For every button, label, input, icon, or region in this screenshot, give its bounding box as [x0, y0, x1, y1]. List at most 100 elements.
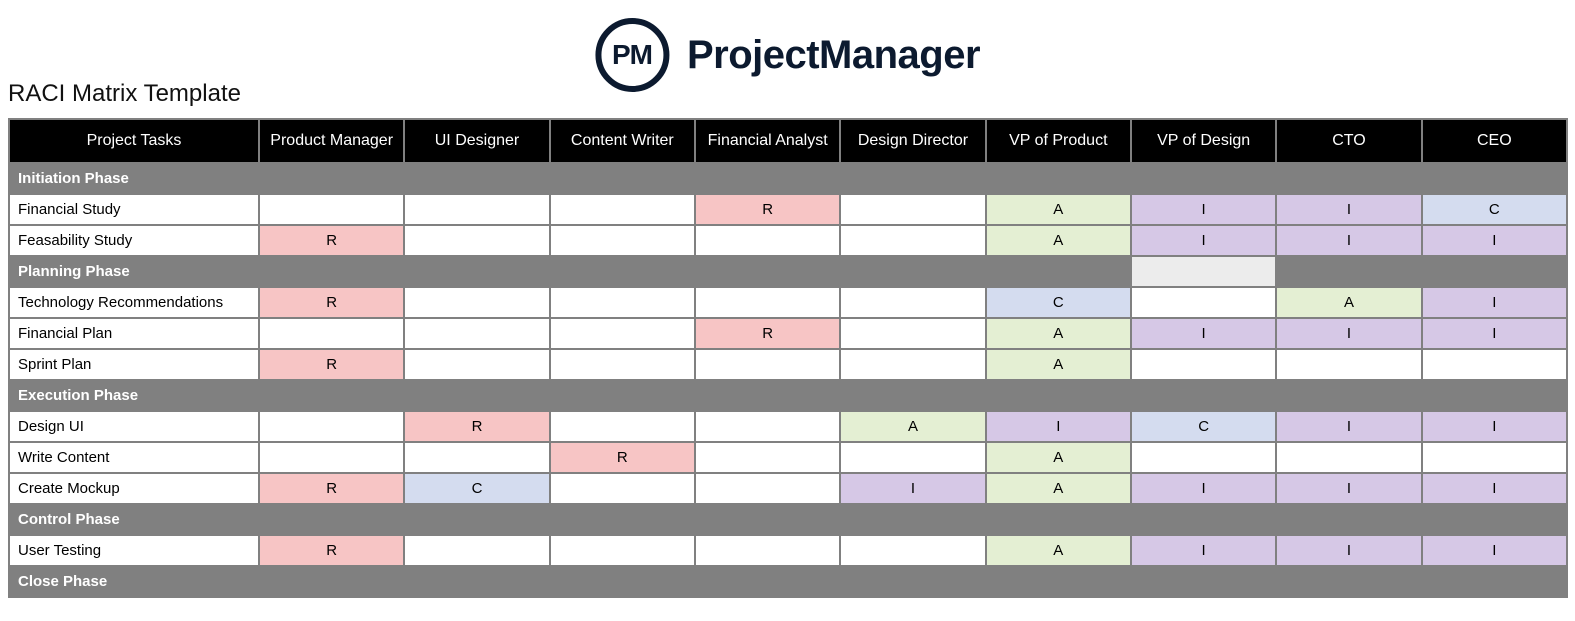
phase-empty-cell: [1276, 163, 1421, 194]
phase-label: Planning Phase: [9, 256, 259, 287]
raci-cell: [1422, 442, 1567, 473]
phase-empty-cell: [695, 566, 840, 597]
phase-empty-cell: [404, 566, 549, 597]
task-label: User Testing: [9, 535, 259, 566]
raci-cell: I: [1422, 411, 1567, 442]
phase-empty-cell: [550, 380, 695, 411]
phase-empty-cell: [1131, 163, 1276, 194]
task-label: Feasability Study: [9, 225, 259, 256]
raci-cell: [550, 349, 695, 380]
raci-cell: [550, 411, 695, 442]
col-header-role: VP of Product: [986, 119, 1131, 163]
raci-cell: I: [840, 473, 985, 504]
task-row: Technology RecommendationsRCAI: [9, 287, 1567, 318]
raci-cell: C: [986, 287, 1131, 318]
task-row: Write ContentRA: [9, 442, 1567, 473]
task-row: Financial StudyRAIIC: [9, 194, 1567, 225]
page-title: RACI Matrix Template: [8, 80, 241, 108]
raci-cell: [259, 318, 404, 349]
phase-label: Close Phase: [9, 566, 259, 597]
raci-cell: R: [259, 225, 404, 256]
raci-cell: I: [1276, 535, 1421, 566]
task-label: Technology Recommendations: [9, 287, 259, 318]
task-row: Create MockupRCIAIII: [9, 473, 1567, 504]
logo-badge-icon: PM: [595, 18, 669, 92]
raci-cell: [840, 318, 985, 349]
phase-empty-cell: [840, 504, 985, 535]
raci-cell: I: [1276, 411, 1421, 442]
raci-cell: R: [259, 287, 404, 318]
phase-empty-cell: [404, 163, 549, 194]
phase-empty-cell: [550, 256, 695, 287]
raci-cell: I: [1422, 318, 1567, 349]
brand-logo: PM ProjectManager: [595, 18, 980, 92]
raci-cell: R: [695, 318, 840, 349]
raci-cell: R: [695, 194, 840, 225]
phase-empty-cell: [259, 163, 404, 194]
raci-cell: [695, 225, 840, 256]
raci-cell: [550, 318, 695, 349]
logo-text: ProjectManager: [687, 33, 980, 78]
phase-empty-cell: [695, 163, 840, 194]
raci-cell: [404, 194, 549, 225]
raci-cell: I: [1276, 318, 1421, 349]
raci-cell: I: [1422, 225, 1567, 256]
phase-empty-cell: [695, 256, 840, 287]
raci-cell: [840, 349, 985, 380]
task-label: Financial Study: [9, 194, 259, 225]
raci-cell: C: [1422, 194, 1567, 225]
raci-cell: A: [986, 318, 1131, 349]
raci-cell: [550, 225, 695, 256]
raci-cell: [695, 411, 840, 442]
phase-empty-cell: [1131, 504, 1276, 535]
raci-cell: I: [1131, 225, 1276, 256]
phase-row: Control Phase: [9, 504, 1567, 535]
col-header-tasks: Project Tasks: [9, 119, 259, 163]
raci-cell: A: [986, 194, 1131, 225]
phase-empty-cell: [840, 163, 985, 194]
raci-cell: [695, 535, 840, 566]
phase-empty-cell: [1131, 256, 1276, 287]
raci-cell: I: [1276, 225, 1421, 256]
raci-cell: A: [986, 473, 1131, 504]
phase-empty-cell: [986, 163, 1131, 194]
raci-table: Project TasksProduct ManagerUI DesignerC…: [8, 118, 1568, 598]
phase-empty-cell: [840, 256, 985, 287]
phase-empty-cell: [695, 504, 840, 535]
phase-empty-cell: [259, 256, 404, 287]
raci-cell: [259, 194, 404, 225]
phase-empty-cell: [550, 566, 695, 597]
raci-table-head: Project TasksProduct ManagerUI DesignerC…: [9, 119, 1567, 163]
task-label: Sprint Plan: [9, 349, 259, 380]
raci-cell: I: [1422, 473, 1567, 504]
phase-empty-cell: [1422, 504, 1567, 535]
col-header-role: Financial Analyst: [695, 119, 840, 163]
raci-cell: I: [1276, 473, 1421, 504]
phase-empty-cell: [986, 380, 1131, 411]
raci-cell: [840, 442, 985, 473]
col-header-role: Content Writer: [550, 119, 695, 163]
raci-cell: [259, 411, 404, 442]
phase-empty-cell: [404, 380, 549, 411]
raci-cell: [404, 349, 549, 380]
raci-cell: [404, 318, 549, 349]
phase-empty-cell: [1422, 380, 1567, 411]
raci-cell: [840, 535, 985, 566]
phase-row: Close Phase: [9, 566, 1567, 597]
raci-cell: R: [404, 411, 549, 442]
phase-empty-cell: [1276, 380, 1421, 411]
raci-cell: C: [1131, 411, 1276, 442]
raci-cell: [840, 225, 985, 256]
raci-cell: A: [840, 411, 985, 442]
phase-empty-cell: [840, 380, 985, 411]
raci-cell: I: [1131, 194, 1276, 225]
phase-empty-cell: [1276, 566, 1421, 597]
raci-cell: I: [1422, 287, 1567, 318]
raci-cell: I: [1422, 535, 1567, 566]
phase-empty-cell: [259, 380, 404, 411]
raci-cell: [404, 535, 549, 566]
phase-empty-cell: [1422, 163, 1567, 194]
col-header-role: UI Designer: [404, 119, 549, 163]
raci-cell: [550, 287, 695, 318]
phase-label: Control Phase: [9, 504, 259, 535]
